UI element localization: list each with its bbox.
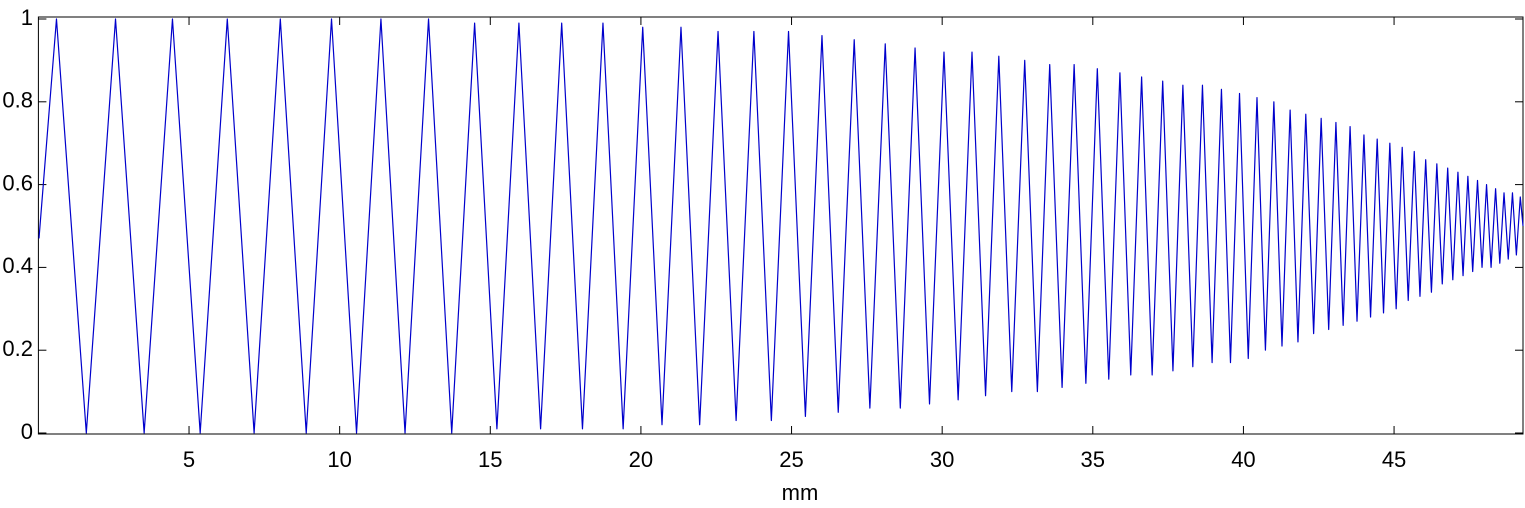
x-axis-label: mm [782, 480, 819, 505]
x-tick-label: 20 [629, 447, 653, 472]
x-tick-label: 15 [478, 447, 502, 472]
y-tick-label: 0.6 [2, 170, 33, 195]
x-tick-label: 30 [930, 447, 954, 472]
y-tick-label: 0.2 [2, 336, 33, 361]
y-tick-label: 0.8 [2, 88, 33, 113]
y-tick-label: 0.4 [2, 253, 33, 278]
plot-frame [37, 16, 1524, 435]
x-tick-label: 5 [183, 447, 195, 472]
x-tick-label: 45 [1382, 447, 1406, 472]
x-tick-label: 35 [1081, 447, 1105, 472]
y-tick-label: 0 [21, 419, 33, 444]
x-tick-label: 25 [779, 447, 803, 472]
signal-line [38, 18, 1524, 434]
y-tick-label: 1 [21, 5, 33, 30]
x-tick-label: 10 [327, 447, 351, 472]
x-tick-label: 40 [1231, 447, 1255, 472]
